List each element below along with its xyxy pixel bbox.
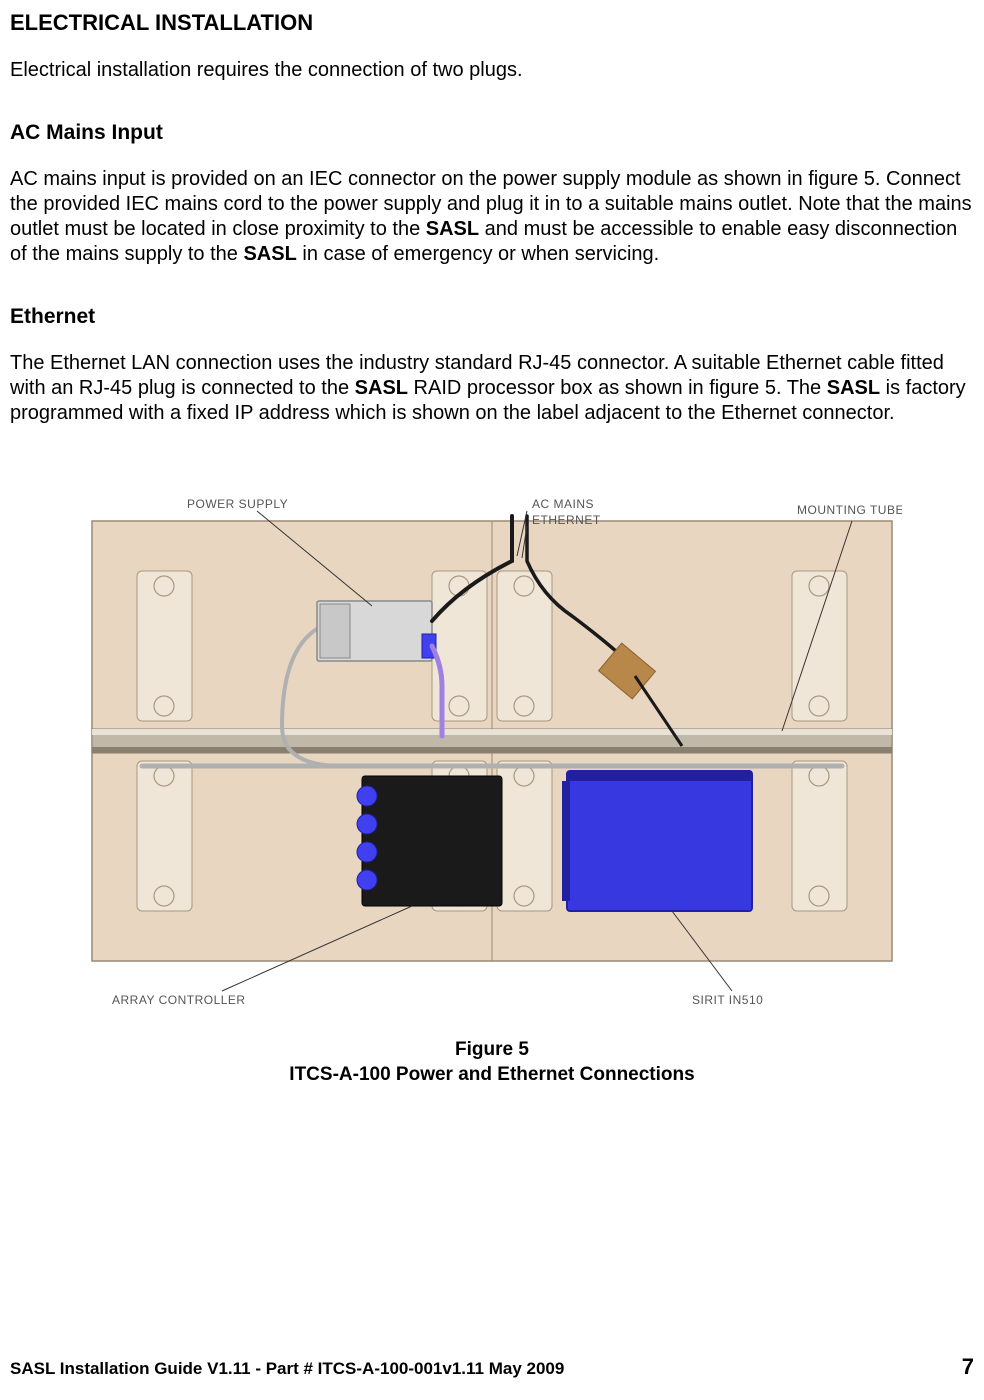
section-eth-body: The Ethernet LAN connection uses the ind… [10, 351, 974, 426]
figure-5-container: POWER SUPPLY AC MAINS ETHERNET MOUNTING … [10, 466, 974, 1087]
callout-sirit: SIRIT IN510 [692, 993, 763, 1007]
figure-caption: Figure 5 ITCS-A-100 Power and Ethernet C… [10, 1038, 974, 1087]
eth-bold1: SASL [355, 377, 408, 399]
callout-power-supply: POWER SUPPLY [187, 497, 288, 511]
section-ac-title: AC Mains Input [10, 121, 974, 145]
figure-5-diagram: POWER SUPPLY AC MAINS ETHERNET MOUNTING … [82, 466, 902, 1026]
section-eth-title: Ethernet [10, 305, 974, 329]
footer-page-number: 7 [962, 1354, 974, 1380]
callout-mounting-tube: MOUNTING TUBE [797, 503, 902, 517]
section-ac-body: AC mains input is provided on an IEC con… [10, 167, 974, 267]
page-footer: SASL Installation Guide V1.11 - Part # I… [10, 1354, 974, 1380]
callout-ethernet: ETHERNET [532, 513, 601, 527]
ac-bold1: SASL [426, 218, 479, 240]
eth-bold2: SASL [827, 377, 880, 399]
page-title: ELECTRICAL INSTALLATION [10, 10, 974, 36]
figure-caption-line1: Figure 5 [455, 1039, 529, 1060]
figure-caption-line2: ITCS-A-100 Power and Ethernet Connection… [289, 1064, 694, 1085]
ac-body-post: in case of emergency or when servicing. [297, 243, 659, 265]
eth-body-mid: RAID processor box as shown in figure 5.… [408, 377, 827, 399]
callout-array-controller: ARRAY CONTROLLER [112, 993, 246, 1007]
callout-ac-mains: AC MAINS [532, 497, 594, 511]
intro-paragraph: Electrical installation requires the con… [10, 58, 974, 83]
ac-bold2: SASL [243, 243, 296, 265]
footer-left: SASL Installation Guide V1.11 - Part # I… [10, 1359, 564, 1379]
